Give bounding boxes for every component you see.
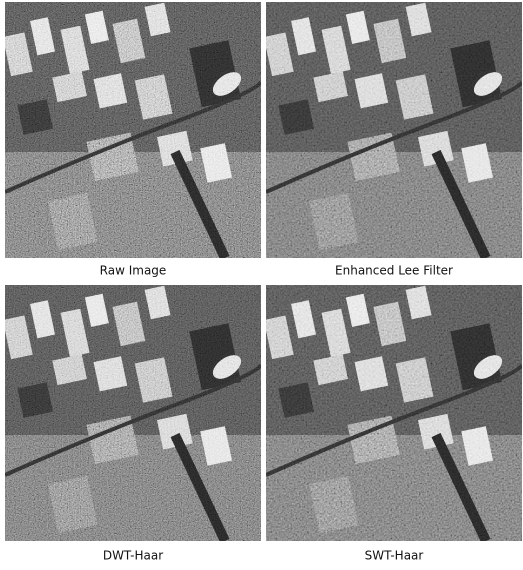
caption: Raw Image [100,264,167,278]
caption: DWT-Haar [103,549,163,563]
speckle [266,285,522,541]
panel-dwt [1,265,264,541]
figure: Raw Image Enhanced Lee Filter DWT-Haar S… [0,0,523,570]
caption: SWT-Haar [365,549,424,563]
panel-swt [262,265,523,541]
panel-raw [1,0,264,258]
page: Raw Image Enhanced Lee Filter DWT-Haar S… [0,0,523,570]
speckle [266,2,522,258]
speckle [5,2,261,258]
panel-lee [262,0,523,258]
speckle [5,285,261,541]
caption: Enhanced Lee Filter [335,264,453,278]
